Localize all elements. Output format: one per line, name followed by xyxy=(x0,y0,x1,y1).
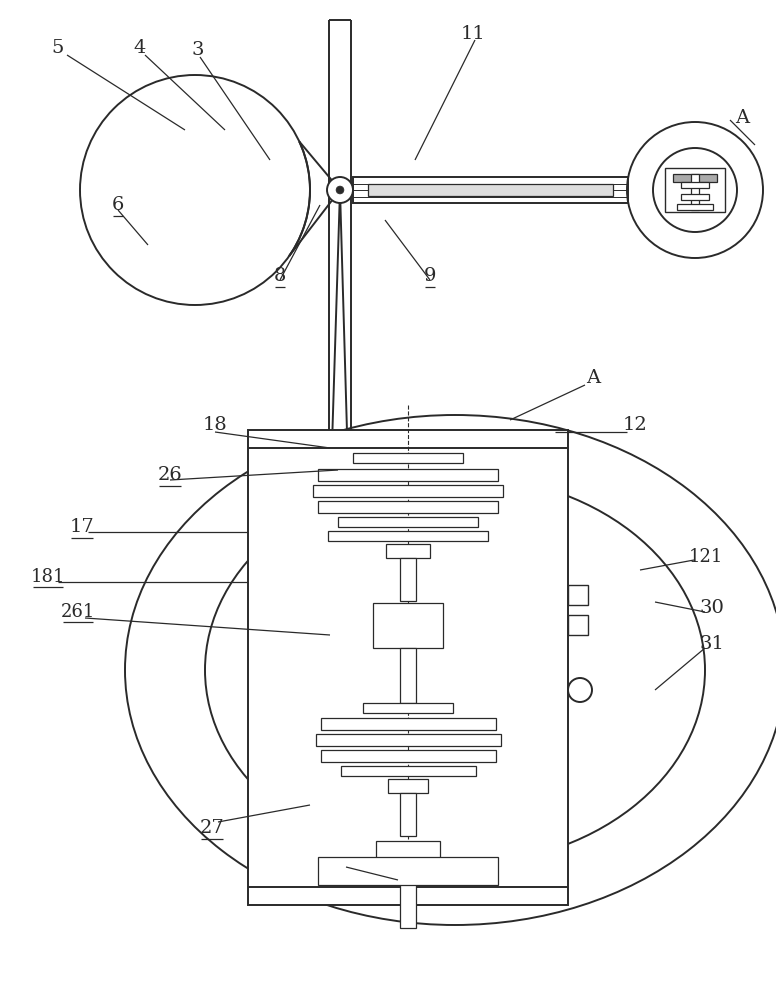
Bar xyxy=(681,182,709,188)
Bar xyxy=(400,883,416,928)
Bar xyxy=(318,857,498,885)
Bar xyxy=(400,558,416,601)
Bar xyxy=(376,841,440,883)
Bar xyxy=(691,174,699,210)
Bar xyxy=(328,531,488,541)
Bar xyxy=(400,648,416,703)
Bar xyxy=(568,615,588,635)
Text: 261: 261 xyxy=(61,603,95,621)
Text: 26: 26 xyxy=(158,466,182,484)
Text: 121: 121 xyxy=(689,548,723,566)
Bar xyxy=(568,585,588,605)
Bar xyxy=(400,793,416,836)
Bar xyxy=(388,779,428,793)
Bar xyxy=(316,734,501,746)
Bar xyxy=(248,430,568,905)
Text: 27: 27 xyxy=(199,819,224,837)
Bar xyxy=(353,453,463,463)
Bar xyxy=(313,485,503,497)
Text: 31: 31 xyxy=(699,635,725,653)
Bar xyxy=(386,544,430,558)
Text: 17: 17 xyxy=(70,518,95,536)
Bar xyxy=(318,501,498,513)
Bar xyxy=(363,703,453,713)
Text: 18: 18 xyxy=(203,416,227,434)
Text: 3: 3 xyxy=(192,41,204,59)
Text: 11: 11 xyxy=(461,25,485,43)
Bar xyxy=(681,194,709,200)
Text: 8: 8 xyxy=(274,267,286,285)
Circle shape xyxy=(327,177,353,203)
Text: A: A xyxy=(586,369,600,387)
Bar xyxy=(320,750,496,762)
Bar xyxy=(673,174,717,182)
Bar xyxy=(353,177,628,203)
Bar xyxy=(368,184,613,196)
Circle shape xyxy=(336,186,344,194)
Text: 5: 5 xyxy=(52,39,64,57)
Text: 12: 12 xyxy=(622,416,647,434)
Bar xyxy=(665,168,725,212)
Text: 30: 30 xyxy=(699,599,725,617)
Text: 4: 4 xyxy=(133,39,146,57)
Bar xyxy=(320,718,496,730)
Text: 9: 9 xyxy=(424,267,436,285)
Text: 6: 6 xyxy=(112,196,124,214)
Bar xyxy=(338,517,478,527)
Bar xyxy=(373,603,443,648)
Bar xyxy=(341,766,476,776)
Text: 181: 181 xyxy=(31,568,65,586)
Bar xyxy=(318,469,498,481)
Bar xyxy=(677,204,713,210)
Text: A: A xyxy=(735,109,749,127)
